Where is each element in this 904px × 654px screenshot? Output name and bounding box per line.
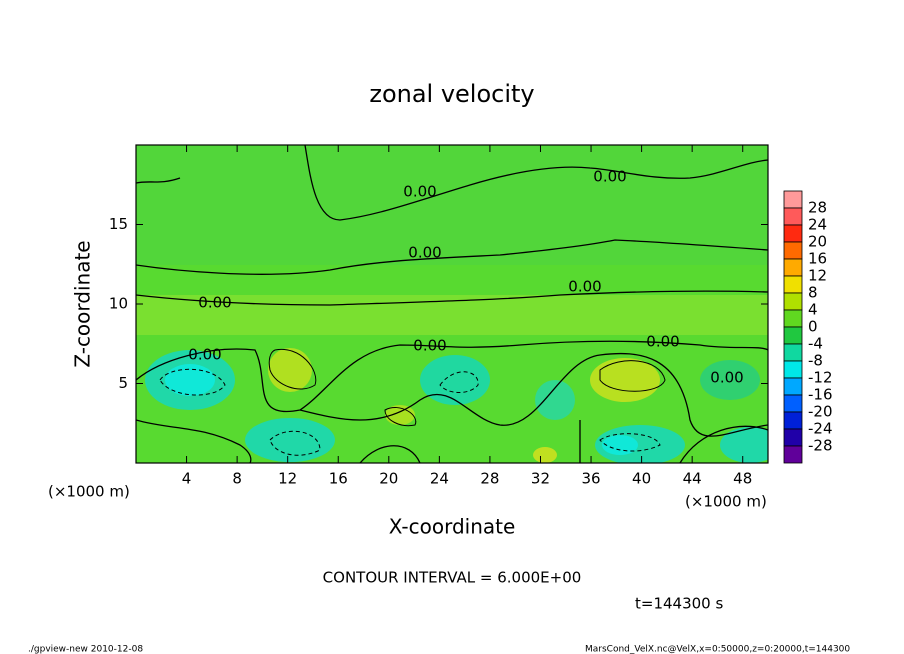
y-tick-label: 5 xyxy=(118,374,128,392)
x-tick-label: 40 xyxy=(632,470,651,488)
x-tick-label: 28 xyxy=(480,470,499,488)
colorbar-box xyxy=(783,275,803,294)
y-tick-label: 15 xyxy=(109,215,128,233)
y-axis-label: Z-coordinate xyxy=(71,240,95,367)
colorbar-label: -24 xyxy=(808,420,833,438)
contour-label: 0.00 xyxy=(568,278,601,296)
colorbar-box xyxy=(783,326,803,345)
colorbar-box xyxy=(783,394,803,413)
contour-label: 0.00 xyxy=(198,294,231,312)
x-unit-right: (×1000 m) xyxy=(685,493,767,511)
colorbar-label: 0 xyxy=(808,318,818,336)
contour-label: 0.00 xyxy=(710,369,743,387)
x-tick-label: 20 xyxy=(379,470,398,488)
x-tick-label: 44 xyxy=(683,470,702,488)
colorbar-box xyxy=(783,224,803,243)
x-tick-label: 16 xyxy=(329,470,348,488)
colorbar-label: -16 xyxy=(808,386,833,404)
colorbar-box xyxy=(783,377,803,396)
colorbar-box xyxy=(783,258,803,277)
colorbar-box xyxy=(783,360,803,379)
footer-left: ./gpview-new 2010-12-08 xyxy=(28,645,143,654)
contour-label: 0.00 xyxy=(413,337,446,355)
time-label: t=144300 s xyxy=(635,595,723,613)
colorbar-box xyxy=(783,309,803,328)
x-tick-label: 36 xyxy=(581,470,600,488)
colorbar-box xyxy=(783,428,803,447)
colorbar-label: -8 xyxy=(808,352,823,370)
x-tick-label: 32 xyxy=(531,470,550,488)
field xyxy=(136,145,768,463)
colorbar-label: 28 xyxy=(808,199,827,217)
x-tick-label: 48 xyxy=(733,470,752,488)
colorbar-label: -20 xyxy=(808,403,833,421)
colorbar-box xyxy=(783,445,803,464)
contour-label: 0.00 xyxy=(646,333,679,351)
x-tick-label: 8 xyxy=(232,470,242,488)
colorbar-box xyxy=(783,343,803,362)
x-tick-label: 24 xyxy=(430,470,449,488)
x-tick-label: 12 xyxy=(278,470,297,488)
colorbar-label: 8 xyxy=(808,284,818,302)
chart-title: zonal velocity xyxy=(369,80,534,108)
colorbar-label: 20 xyxy=(808,233,827,251)
contour-label: 0.00 xyxy=(593,168,626,186)
colorbar-label: 12 xyxy=(808,267,827,285)
colorbar-label: -28 xyxy=(808,437,833,455)
contour-label: 0.00 xyxy=(403,183,436,201)
colorbar-box xyxy=(783,292,803,311)
contour-lines xyxy=(136,145,768,463)
y-tick-label: 10 xyxy=(109,295,128,313)
colorbar-label: -4 xyxy=(808,335,823,353)
colorbar-label: 24 xyxy=(808,216,827,234)
colorbar-label: 4 xyxy=(808,301,818,319)
contour-label: 0.00 xyxy=(408,244,441,262)
x-axis-label: X-coordinate xyxy=(389,515,516,539)
x-tick-label: 4 xyxy=(182,470,192,488)
colorbar-label: 16 xyxy=(808,250,827,268)
footer-right: MarsCond_VelX.nc@VelX,x=0:50000,z=0:2000… xyxy=(585,645,850,654)
colorbar-label: -12 xyxy=(808,369,833,387)
colorbar-box xyxy=(783,190,803,209)
x-unit: (×1000 m) xyxy=(48,483,130,501)
colorbar-box xyxy=(783,241,803,260)
contour-label: 0.00 xyxy=(188,346,221,364)
colorbar-box xyxy=(783,411,803,430)
contour-interval: CONTOUR INTERVAL = 6.000E+00 xyxy=(323,569,582,587)
colorbar-box xyxy=(783,207,803,226)
